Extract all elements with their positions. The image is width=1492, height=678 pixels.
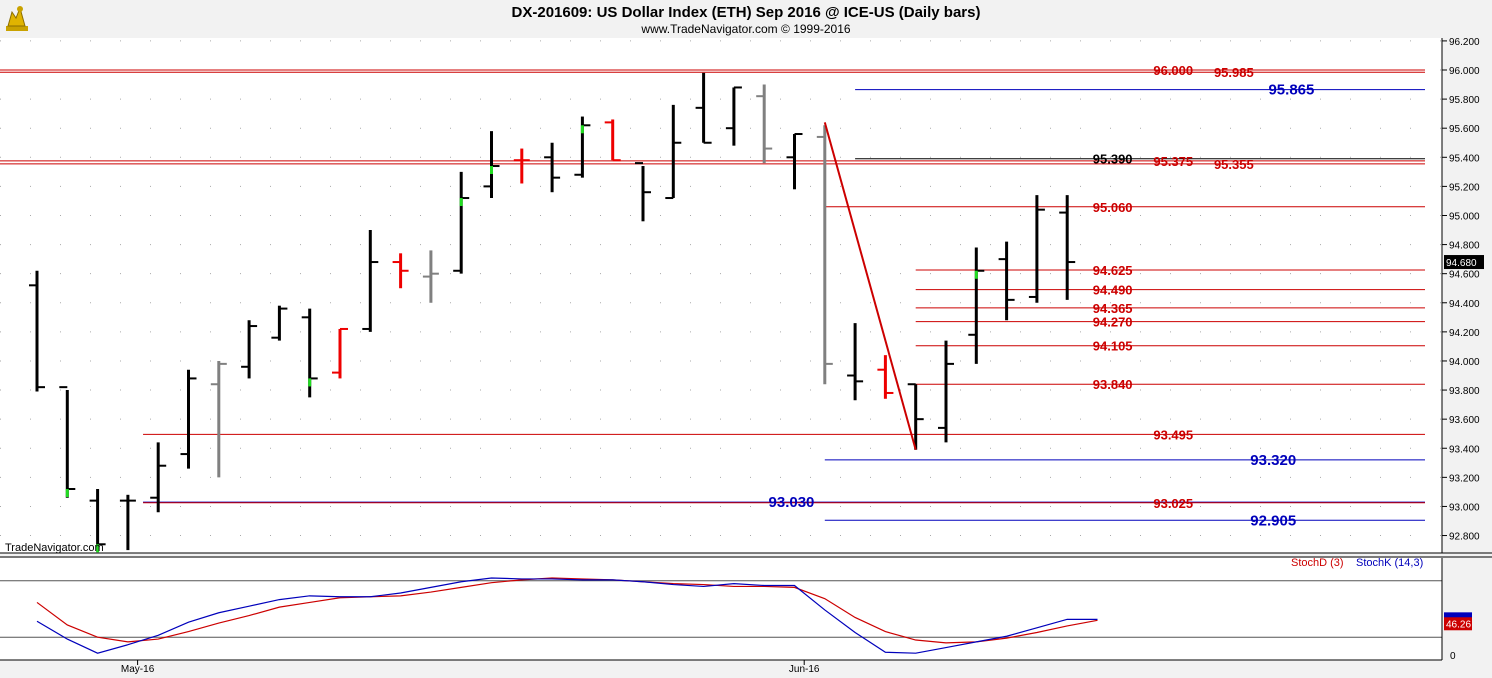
date-label: Jun-16 [789, 664, 820, 675]
stochD-line [36, 577, 1098, 644]
axis-tick-label: 94.400 [1449, 299, 1480, 310]
stochK-line [36, 577, 1098, 654]
date-axis: May-16 Jun-16 [121, 660, 820, 675]
level-label: 94.105 [1093, 339, 1133, 354]
axis-tick-label: 95.800 [1449, 95, 1480, 106]
level-label: 93.495 [1153, 427, 1193, 442]
level-label: 95.985 [1214, 65, 1254, 80]
stochastic-axis: 046.26 [1444, 612, 1472, 662]
axis-tick-label: 96.000 [1449, 66, 1480, 77]
price-levels [0, 69, 1425, 521]
last-price-box [1444, 255, 1484, 270]
level-label: 93.025 [1153, 496, 1193, 511]
chart-title: DX-201609: US Dollar Index (ETH) Sep 201… [512, 4, 981, 21]
level-label: 92.905 [1250, 512, 1296, 529]
stochastic-pane [0, 558, 1442, 660]
level-label: 95.865 [1268, 82, 1314, 99]
price-axis [1442, 38, 1492, 553]
axis-tick-label: 94.800 [1449, 241, 1480, 252]
level-label: 96.000 [1153, 63, 1193, 78]
date-label: May-16 [121, 664, 155, 675]
level-label: 95.375 [1153, 154, 1193, 169]
level-label: 95.390 [1093, 152, 1133, 167]
axis-tick-label: 95.200 [1449, 182, 1480, 193]
stochD-value-box [1444, 617, 1472, 631]
price-axis-ticks: 92.800 93.000 93.200 93.400 93.600 93.800 94.0… [1442, 37, 1484, 543]
trend-line [823, 122, 917, 450]
level-label: 95.355 [1214, 157, 1254, 172]
axis-tick-label: 93.400 [1449, 444, 1480, 455]
level-label: 94.365 [1093, 301, 1133, 316]
level-label: 93.840 [1093, 377, 1133, 392]
stoch-legend: StochK (14,3) [1356, 557, 1423, 569]
stochD-value-label: 46.26 [1446, 619, 1471, 630]
stoch-axis-label: 0 [1450, 651, 1456, 662]
axis-tick-label: 94.600 [1449, 270, 1480, 281]
axis-tick-label: 93.800 [1449, 386, 1480, 397]
stochastic-lines: StochD (3) StochK (14,3) [0, 557, 1442, 654]
axis-tick-label: 93.000 [1449, 502, 1480, 513]
trend-line-layer [823, 122, 917, 450]
watermark-text: TradeNavigator.com [5, 542, 104, 554]
price-pane [0, 38, 1442, 553]
level-label: 94.270 [1093, 315, 1133, 330]
axis-tick-label: 96.200 [1449, 37, 1480, 48]
level-labels: 96.000 95.985 95.865 95.390 95.375 95.355 95.0… [769, 63, 1315, 529]
axis-tick-label: 94.000 [1449, 357, 1480, 368]
axis-tick-label: 94.200 [1449, 328, 1480, 339]
stoch-legend: StochD (3) [1291, 557, 1344, 569]
axis-tick-label: 93.600 [1449, 415, 1480, 426]
ohlc-bars [29, 72, 1076, 553]
level-label: 95.060 [1093, 200, 1133, 215]
axis-tick-label: 93.200 [1449, 473, 1480, 484]
last-price-label: 94.680 [1446, 258, 1477, 269]
axis-tick-label: 92.800 [1449, 532, 1480, 543]
chart-subtitle: www.TradeNavigator.com © 1999-2016 [640, 22, 850, 36]
level-label: 93.030 [769, 494, 815, 511]
level-label: 93.320 [1250, 452, 1296, 469]
bull-and-bear-logo-icon [6, 6, 28, 31]
axis-tick-label: 95.000 [1449, 211, 1480, 222]
axis-tick-label: 95.600 [1449, 124, 1480, 135]
level-label: 94.625 [1093, 263, 1133, 278]
axis-tick-label: 95.400 [1449, 153, 1480, 164]
level-label: 94.490 [1093, 283, 1133, 298]
